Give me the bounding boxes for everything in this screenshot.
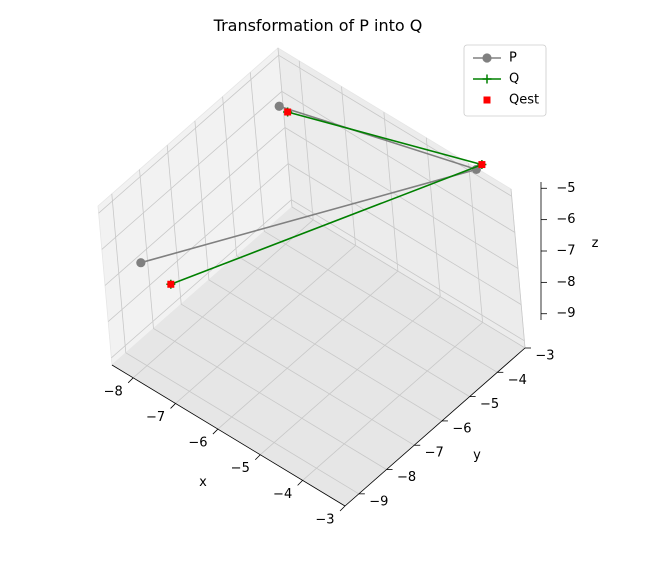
z-axis-tick-label: −6 bbox=[556, 212, 575, 227]
grid-line-z bbox=[107, 163, 522, 322]
z-axis-label: z bbox=[592, 236, 599, 251]
x-axis-tick-label: −3 bbox=[315, 513, 334, 528]
x-axis-tick-label: −4 bbox=[273, 487, 292, 502]
legend-item-P: P bbox=[473, 51, 517, 66]
grid-line-z bbox=[101, 90, 516, 250]
x-axis-tick-label: −8 bbox=[104, 384, 123, 399]
x-axis-tick-label: −5 bbox=[231, 461, 250, 476]
legend-label: P bbox=[509, 51, 517, 66]
legend-swatch-marker bbox=[482, 53, 492, 63]
grid-line-y bbox=[111, 193, 360, 495]
data-series bbox=[136, 101, 487, 289]
axes: −8 −7 −6 −5 −4 −3 −9 −8 −7 −6 −5 −4 −3 −9 −8 −7 −6 −5 x y z bbox=[104, 181, 599, 528]
y-axis-tick-label: −7 bbox=[425, 446, 444, 461]
grid-line-y bbox=[277, 47, 526, 349]
grid-line-z bbox=[98, 54, 512, 214]
y-axis-tick-label: −3 bbox=[535, 349, 554, 364]
grid-line-y bbox=[139, 169, 387, 470]
legend-label: Q bbox=[509, 72, 519, 87]
y-axis-label: y bbox=[473, 448, 481, 463]
grid-line-z bbox=[111, 199, 525, 359]
y-axis-tick-label: −4 bbox=[508, 373, 527, 388]
series-Qest-point bbox=[167, 280, 175, 288]
y-axis-tick-label: −8 bbox=[397, 470, 416, 485]
z-axis-tick-label: −5 bbox=[556, 181, 575, 196]
legend-label: Qest bbox=[509, 93, 539, 108]
grid-line-y bbox=[194, 120, 443, 422]
grid-line-z bbox=[104, 127, 519, 286]
y-axis-tick-label: −5 bbox=[480, 397, 499, 412]
series-Qest-point bbox=[478, 161, 486, 169]
y-axis-line bbox=[344, 347, 526, 507]
x-axis-tick-label: −6 bbox=[188, 436, 207, 451]
x-axis-tick bbox=[127, 377, 134, 384]
x-axis-tick bbox=[254, 454, 261, 461]
x-axis-line bbox=[111, 364, 346, 507]
z-axis-tick-label: −7 bbox=[556, 244, 575, 259]
legend-swatch-marker bbox=[483, 96, 491, 104]
legend-swatch-marker bbox=[482, 74, 492, 84]
x-axis-tick-label: −7 bbox=[146, 410, 165, 425]
series-Qest bbox=[167, 108, 486, 288]
series-Qest-point bbox=[284, 108, 292, 116]
z-axis-tick-label: −8 bbox=[556, 275, 575, 290]
grid-line-y bbox=[249, 72, 498, 373]
grid-line-y bbox=[222, 96, 470, 397]
z-axis-tick-label: −9 bbox=[556, 306, 575, 321]
x-axis-tick bbox=[297, 480, 303, 486]
x-axis-tick bbox=[212, 428, 219, 435]
legend-item-Q: Q bbox=[473, 72, 519, 87]
y-axis-tick-label: −9 bbox=[369, 494, 388, 509]
legend-item-Qest: Qest bbox=[483, 93, 539, 108]
x-axis-label: x bbox=[199, 475, 207, 490]
series-P-point bbox=[274, 101, 284, 111]
x-axis-tick bbox=[339, 505, 346, 512]
chart-title: Transformation of P into Q bbox=[213, 16, 423, 35]
series-P-point bbox=[136, 258, 146, 268]
grid-line-y bbox=[166, 145, 415, 446]
y-axis-tick-label: −6 bbox=[452, 421, 471, 436]
legend: PQ Qest bbox=[463, 44, 547, 117]
x-axis-tick bbox=[170, 403, 176, 409]
